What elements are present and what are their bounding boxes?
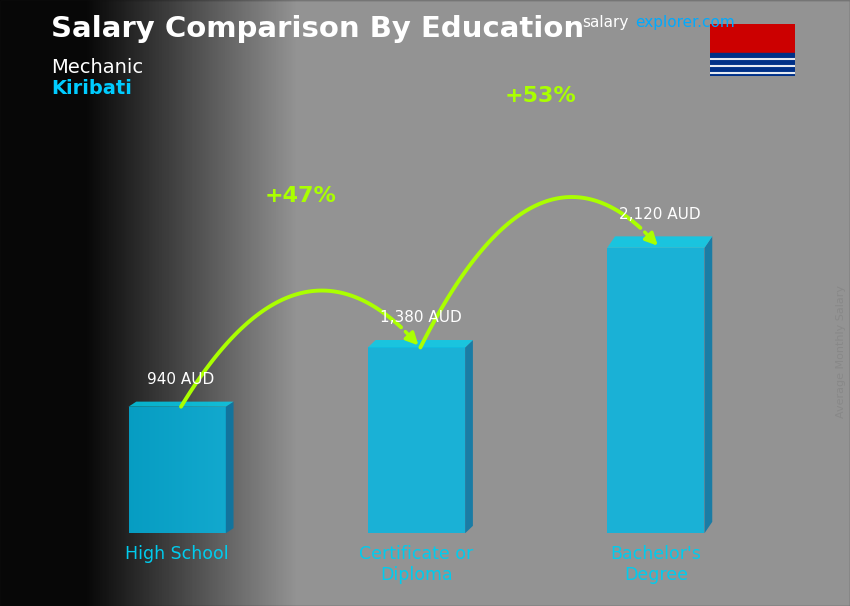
Text: +47%: +47% xyxy=(264,185,337,205)
FancyBboxPatch shape xyxy=(128,407,226,533)
Text: Certificate or
Diploma: Certificate or Diploma xyxy=(360,545,473,584)
Text: Bachelor's
Degree: Bachelor's Degree xyxy=(610,545,701,584)
Polygon shape xyxy=(368,340,473,347)
Polygon shape xyxy=(226,402,234,533)
Polygon shape xyxy=(607,236,712,248)
Text: Mechanic: Mechanic xyxy=(51,58,143,76)
Text: High School: High School xyxy=(125,545,229,564)
Polygon shape xyxy=(465,340,473,533)
Text: 940 AUD: 940 AUD xyxy=(147,372,215,387)
Text: Kiribati: Kiribati xyxy=(51,79,132,98)
Bar xyxy=(710,53,795,76)
Text: salary: salary xyxy=(582,15,629,30)
Text: 1,380 AUD: 1,380 AUD xyxy=(379,310,462,325)
Polygon shape xyxy=(128,402,234,407)
Text: +53%: +53% xyxy=(504,86,576,106)
Text: 2,120 AUD: 2,120 AUD xyxy=(619,207,700,222)
Text: explorer.com: explorer.com xyxy=(635,15,734,30)
Text: Average Monthly Salary: Average Monthly Salary xyxy=(836,285,846,418)
Polygon shape xyxy=(705,236,712,533)
FancyBboxPatch shape xyxy=(607,248,705,533)
Text: Salary Comparison By Education: Salary Comparison By Education xyxy=(51,15,584,43)
FancyBboxPatch shape xyxy=(368,347,465,533)
Bar xyxy=(710,24,795,53)
